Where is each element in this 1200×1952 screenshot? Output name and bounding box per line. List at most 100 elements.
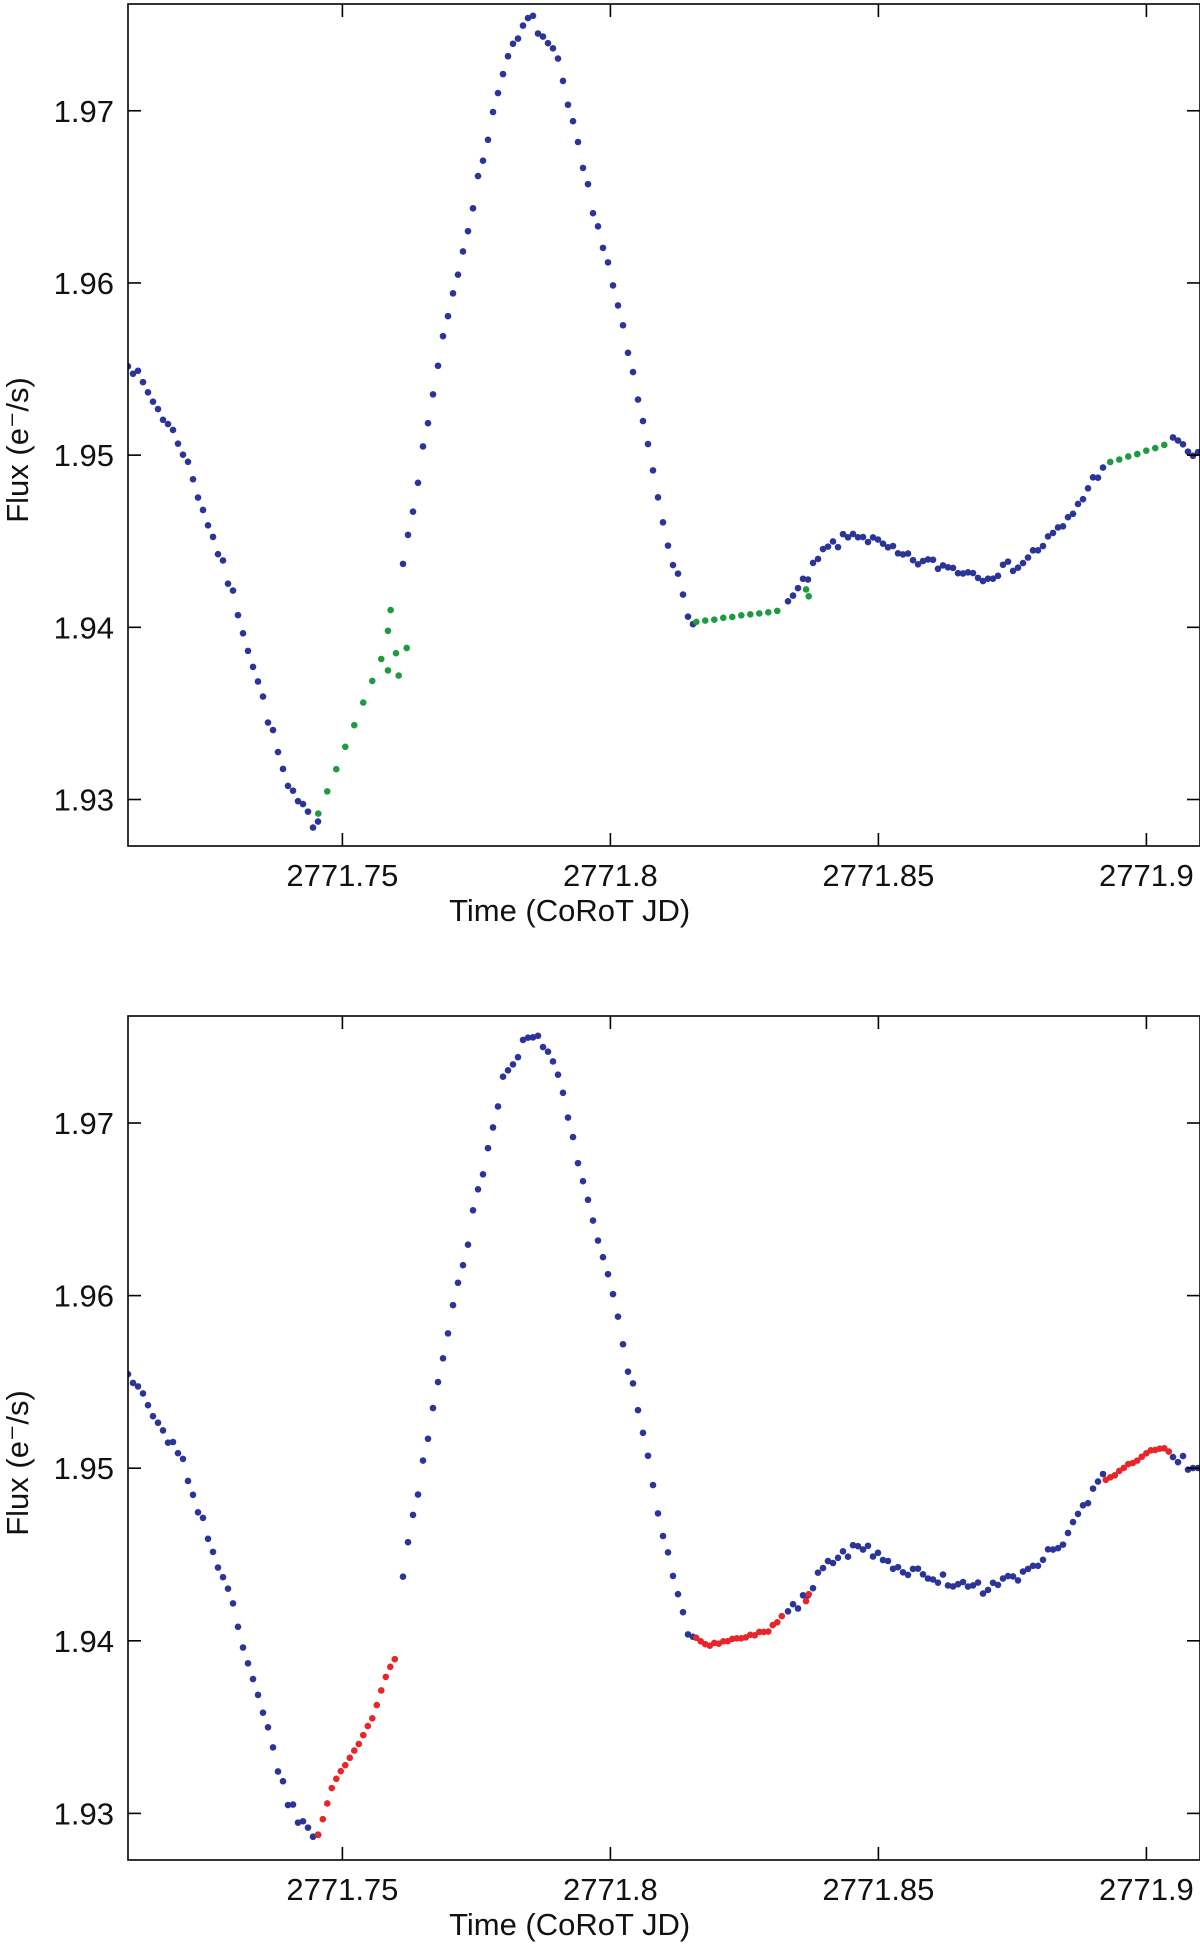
data-point xyxy=(604,259,612,266)
data-point xyxy=(909,1565,917,1573)
data-point xyxy=(1084,485,1092,492)
data-point xyxy=(599,244,607,252)
data-point xyxy=(391,1655,399,1663)
data-point xyxy=(894,549,902,557)
data-point xyxy=(419,443,427,450)
data-point xyxy=(309,824,317,831)
data-point xyxy=(1169,434,1177,441)
y-tick-label: 1.96 xyxy=(54,266,114,301)
data-point xyxy=(634,1406,642,1414)
data-point xyxy=(386,1663,394,1671)
data-point xyxy=(1106,458,1114,466)
data-point xyxy=(829,538,837,545)
data-point xyxy=(154,405,162,413)
data-point xyxy=(499,70,507,78)
data-point xyxy=(974,1579,982,1586)
data-point xyxy=(809,1584,817,1592)
data-point xyxy=(544,39,552,47)
data-point xyxy=(239,1644,247,1651)
data-point xyxy=(664,542,672,549)
data-point xyxy=(319,1815,327,1823)
data-point xyxy=(494,89,502,97)
data-point xyxy=(939,562,947,569)
data-point xyxy=(144,1401,152,1409)
bottom-panel-points xyxy=(128,1032,1200,1841)
data-point xyxy=(299,800,307,808)
data-point xyxy=(134,367,142,375)
data-point xyxy=(1064,1529,1072,1537)
data-point xyxy=(274,1768,282,1775)
data-point xyxy=(499,1073,507,1081)
data-point xyxy=(129,370,137,378)
data-point xyxy=(914,560,922,568)
data-point xyxy=(514,1053,522,1061)
data-point xyxy=(737,612,745,619)
data-point xyxy=(224,580,232,588)
data-point xyxy=(959,1578,967,1586)
data-point xyxy=(1133,450,1141,458)
data-point xyxy=(424,419,432,427)
data-point xyxy=(184,1477,192,1485)
data-point xyxy=(504,52,512,60)
data-point xyxy=(399,1573,407,1580)
data-point xyxy=(459,1261,467,1269)
data-point xyxy=(1184,448,1192,456)
data-point xyxy=(859,1546,867,1553)
data-point xyxy=(899,551,907,558)
data-point xyxy=(1019,1568,1027,1575)
data-point xyxy=(874,536,882,543)
data-point xyxy=(1115,456,1123,463)
data-point xyxy=(1009,1573,1017,1580)
y-tick-label: 1.95 xyxy=(54,438,114,473)
data-point xyxy=(174,440,182,447)
data-point xyxy=(419,1457,427,1464)
top-panel: 1.93 1.94 1.95 1.96 1.97 2771.75 2771.8 … xyxy=(0,3,1200,928)
data-point xyxy=(684,1631,692,1638)
data-point xyxy=(564,101,572,109)
data-point xyxy=(669,561,677,569)
y-tick-label: 1.96 xyxy=(54,1279,114,1314)
data-point xyxy=(1094,1478,1102,1485)
data-point xyxy=(1029,1562,1037,1570)
data-point xyxy=(323,788,331,795)
data-point xyxy=(994,572,1002,580)
data-point xyxy=(1049,1546,1057,1553)
data-point xyxy=(784,598,792,605)
data-point xyxy=(839,530,847,538)
data-point xyxy=(1034,1562,1042,1570)
data-point xyxy=(219,1573,227,1581)
data-point xyxy=(589,1217,597,1224)
data-point xyxy=(328,1784,336,1792)
data-point xyxy=(639,1429,647,1437)
data-point xyxy=(1174,1458,1182,1466)
data-point xyxy=(294,1819,302,1826)
data-point xyxy=(382,1673,390,1681)
data-point xyxy=(764,1628,772,1635)
data-point xyxy=(244,647,252,655)
data-point xyxy=(569,1133,577,1141)
x-tick-label: 2771.8 xyxy=(563,858,658,893)
data-point xyxy=(1054,524,1062,531)
data-point xyxy=(254,678,262,685)
data-point xyxy=(864,1542,872,1550)
data-point xyxy=(494,1103,502,1110)
data-point xyxy=(629,1380,637,1387)
data-point xyxy=(934,565,942,573)
data-point xyxy=(395,672,402,679)
data-point xyxy=(434,362,442,370)
data-point xyxy=(259,693,267,700)
y-tick-label: 1.94 xyxy=(54,610,114,645)
data-point xyxy=(679,1608,687,1616)
data-point xyxy=(804,576,812,583)
data-point xyxy=(377,1687,385,1694)
data-point xyxy=(1089,474,1097,481)
data-point xyxy=(629,368,637,376)
data-point xyxy=(824,1557,832,1565)
data-point xyxy=(554,1071,562,1079)
data-point xyxy=(1169,1453,1177,1461)
data-point xyxy=(549,1058,557,1065)
data-point xyxy=(429,1404,437,1412)
data-point xyxy=(144,388,152,396)
data-point xyxy=(1111,1472,1119,1479)
data-point xyxy=(519,22,527,29)
